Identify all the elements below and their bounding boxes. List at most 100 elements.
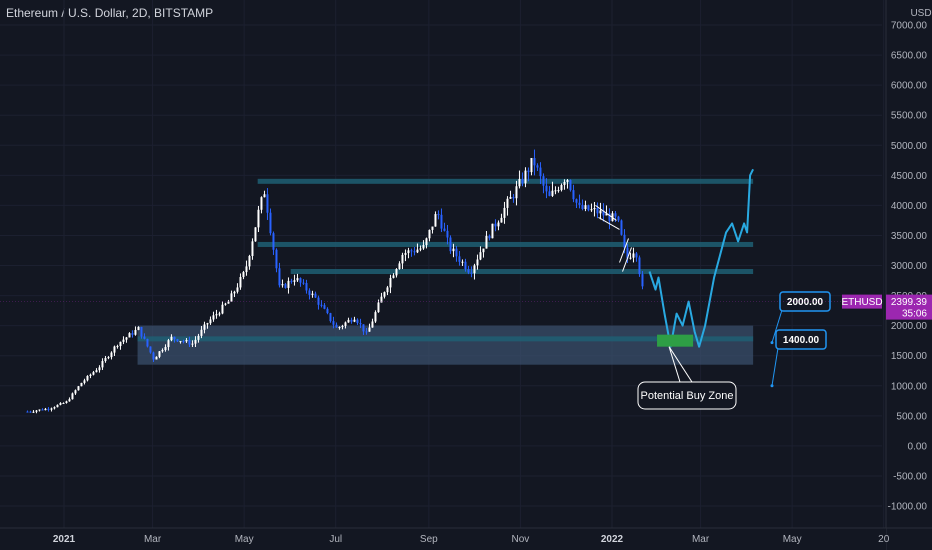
candle-up [248,255,251,267]
candle-up [53,407,56,409]
candle-up [416,249,419,253]
candle-up [179,341,182,343]
candle-down [641,274,644,287]
candle-down [41,409,44,411]
candle-up [167,340,170,348]
candle-up [341,325,344,328]
price-axis-bg [886,0,932,550]
candle-down [527,170,530,173]
candle-up [404,253,407,255]
candle-up [422,245,425,249]
candle-down [470,272,473,274]
candle-down [638,257,641,275]
candle-down [575,199,578,203]
candle-down [617,216,620,221]
candle-up [101,361,104,368]
candle-down [326,308,329,314]
candle-down [275,249,278,269]
support-zone [137,325,754,365]
candle-down [467,269,470,273]
channel-line [598,216,620,230]
candle-up [59,403,62,405]
candle-up [254,227,257,242]
candle-down [173,336,176,340]
candle-down [488,235,491,239]
y-tick-label: 0.00 [908,441,928,452]
candle-up [191,343,194,345]
y-tick-label: 6000.00 [891,81,928,92]
candle-up [107,357,110,359]
candle-down [635,253,638,258]
candle-down [143,336,146,339]
candle-up [383,292,386,297]
candle-up [473,265,476,274]
candle-up [428,229,431,239]
x-tick-label: 2021 [53,534,76,545]
candle-down [443,228,446,231]
candle-up [389,277,392,288]
callout-anchor [770,341,774,345]
candle-up [89,374,92,376]
candle-up [32,411,35,413]
candle-down [413,251,416,253]
candle-down [536,165,539,168]
candle-up [338,327,341,329]
candle-up [242,272,245,278]
candle-down [620,220,623,235]
candle-up [230,293,233,302]
y-tick-label: 5500.00 [891,111,928,122]
candle-down [521,178,524,184]
y-tick-label: -500.00 [893,471,927,482]
candle-down [464,261,467,270]
candle-down [455,248,458,257]
x-tick-label: Jul [329,534,342,545]
candle-down [269,212,272,234]
candle-up [200,329,203,336]
candle-up [500,217,503,223]
level-lines [137,178,754,342]
candle-up [35,410,38,412]
candle-up [164,347,167,351]
candle-down [458,256,461,262]
candle-up [374,312,377,322]
level-line [290,269,754,275]
candle-up [134,330,137,335]
candle-up [497,222,500,227]
candle-up [122,339,125,342]
projection-path[interactable] [648,168,754,348]
candle-up [56,404,59,408]
y-tick-label: 4500.00 [891,171,928,182]
candle-up [479,252,482,260]
candle-up [203,324,206,330]
candle-down [359,322,362,325]
candle-down [578,202,581,205]
candle-down [290,280,293,282]
candle-up [239,277,242,288]
y-tick-label: 1000.00 [891,381,928,392]
candle-down [29,411,32,413]
candle-down [512,197,515,199]
buy-zone-rect[interactable] [657,334,694,347]
x-tick-label: May [783,534,802,545]
candle-up [116,346,119,348]
x-tick-label: May [235,534,254,545]
price-callout-box[interactable] [775,329,827,350]
buy-zone-label-box[interactable] [637,381,737,410]
candle-down [149,346,152,353]
price-tag-label: 2399.39 [891,297,928,308]
y-tick-label: 7000.00 [891,21,928,32]
candle-up [197,335,200,340]
buy-zone-pointer [668,346,693,383]
candle-up [293,280,296,282]
candle-up [236,287,239,292]
candle-up [530,158,533,173]
price-tag [886,294,932,320]
candle-down [314,293,317,298]
candle-up [50,408,53,410]
x-tick-label: Mar [144,534,162,545]
callout-pointer [771,309,783,343]
candle-down [329,313,332,322]
candle-up [206,323,209,325]
candle-up [482,248,485,253]
